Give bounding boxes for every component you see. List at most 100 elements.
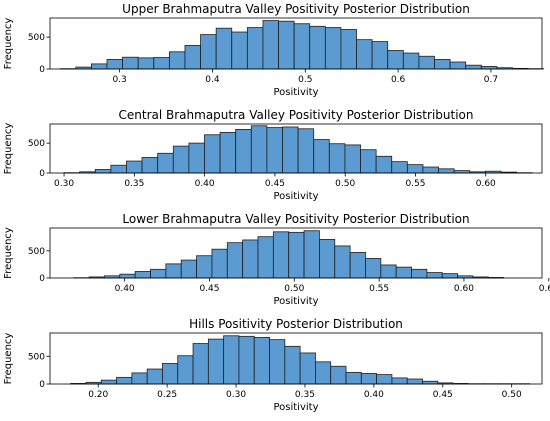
- histogram-bar: [235, 128, 252, 174]
- x-tick-label: 0.20: [88, 390, 108, 400]
- x-tick-label: 0.65: [539, 284, 550, 294]
- y-tick-label: 500: [28, 33, 45, 43]
- x-tick-label: 0.25: [157, 390, 177, 400]
- histogram-bar: [238, 335, 255, 385]
- histogram-bar: [371, 41, 389, 70]
- histogram-bar: [223, 335, 240, 385]
- histogram-bar: [211, 248, 228, 279]
- histogram-bar: [119, 273, 136, 279]
- x-tick-label: 0.45: [433, 390, 453, 400]
- histogram-bar: [426, 272, 443, 279]
- x-tick-label: 0.40: [195, 179, 215, 189]
- y-tick-label: 500: [28, 352, 45, 362]
- histogram-bar: [262, 20, 279, 70]
- histogram-bar: [162, 363, 179, 385]
- histogram-bar: [168, 51, 186, 70]
- histogram-bar: [196, 255, 213, 279]
- chart-title: Hills Positivity Posterior Distribution: [189, 317, 403, 331]
- x-axis-label: Positivity: [273, 296, 318, 307]
- y-tick-label: 0: [39, 274, 45, 284]
- histogram-bar: [180, 259, 197, 279]
- panel-upper-brahmaputra: Upper Brahmaputra Valley Positivity Post…: [3, 2, 545, 98]
- histogram-bar: [349, 252, 366, 279]
- histogram-bar: [309, 25, 326, 70]
- histogram-bar: [299, 352, 316, 385]
- histogram-bar: [411, 268, 428, 279]
- histogram-bar: [344, 144, 361, 174]
- histogram-bar: [226, 242, 244, 279]
- x-tick-label: 0.60: [454, 284, 474, 294]
- histogram-bar: [110, 164, 127, 174]
- y-axis-label: Frequency: [3, 227, 14, 279]
- histogram-bar: [402, 52, 420, 70]
- histogram-bar: [345, 371, 362, 385]
- y-axis-label: Frequency: [3, 18, 14, 70]
- x-tick-label: 0.55: [405, 179, 425, 189]
- x-tick-label: 0.45: [265, 179, 285, 189]
- histogram-bar: [465, 64, 482, 70]
- histogram-bar: [165, 263, 182, 279]
- chart-title: Upper Brahmaputra Valley Positivity Post…: [122, 2, 470, 16]
- x-tick-label: 0.30: [54, 179, 74, 189]
- plot-frame: [49, 227, 543, 279]
- histogram-bar: [269, 339, 286, 385]
- y-axis-label: Frequency: [3, 333, 14, 385]
- histogram-bar: [313, 139, 330, 174]
- histogram-bar: [177, 355, 194, 385]
- histogram-bar: [126, 160, 143, 174]
- histogram-bar: [134, 271, 151, 279]
- histogram-bar: [319, 239, 336, 279]
- chart-title: Lower Brahmaputra Valley Positivity Post…: [122, 212, 469, 226]
- histogram-bar: [272, 231, 290, 279]
- x-tick-label: 0.30: [226, 390, 246, 400]
- histogram-bar: [360, 149, 377, 174]
- y-tick-label: 0: [39, 380, 45, 390]
- x-tick-label: 0.5: [298, 75, 312, 85]
- x-tick-label: 0.50: [502, 390, 522, 400]
- histogram-bar: [328, 143, 346, 174]
- histogram-bar: [188, 142, 205, 174]
- histogram-bar: [122, 56, 139, 70]
- x-axis-label: Positivity: [273, 402, 318, 413]
- histogram-bar: [94, 169, 112, 174]
- x-axis-label: Positivity: [273, 87, 318, 98]
- x-axis-label: Positivity: [273, 191, 318, 202]
- y-tick-label: 500: [28, 139, 45, 149]
- histogram-bar: [376, 374, 393, 385]
- histogram-bar: [184, 45, 201, 70]
- histogram-bar: [215, 27, 233, 70]
- histogram-bar: [406, 164, 424, 174]
- histogram-bar: [288, 231, 305, 279]
- x-tick-label: 0.40: [364, 390, 384, 400]
- histogram-bar: [360, 373, 378, 385]
- histogram-bar: [282, 126, 299, 174]
- histogram-bar: [340, 29, 357, 70]
- histogram-bar: [449, 61, 467, 70]
- histogram-bar: [418, 55, 435, 70]
- histogram-bar: [153, 57, 170, 70]
- histogram-bar: [330, 365, 347, 385]
- histogram-bar: [422, 380, 439, 385]
- histogram-bar: [375, 155, 393, 174]
- panel-central-brahmaputra: Central Brahmaputra Valley Positivity Po…: [3, 108, 543, 202]
- histogram-bar: [137, 57, 155, 70]
- x-tick-label: 0.55: [369, 284, 389, 294]
- histogram-bar: [387, 50, 404, 70]
- histogram-bar: [116, 376, 133, 385]
- histogram-bar: [441, 273, 458, 279]
- histogram-bar: [391, 377, 408, 385]
- histogram-bar: [246, 27, 264, 70]
- panel-hills: Hills Positivity Posterior Distribution 0…: [3, 317, 543, 413]
- panel-lower-brahmaputra: Lower Brahmaputra Valley Positivity Post…: [3, 212, 550, 307]
- y-tick-label: 0: [39, 169, 45, 179]
- histogram-bar: [324, 27, 342, 70]
- histogram-bar: [395, 266, 412, 279]
- histogram-bar: [284, 345, 301, 385]
- histogram-bar: [303, 230, 320, 279]
- histogram-bar: [200, 34, 217, 70]
- histogram-bar: [250, 125, 268, 174]
- histogram-bar: [106, 59, 123, 70]
- histogram-bar: [406, 378, 423, 385]
- y-tick-label: 0: [39, 65, 45, 75]
